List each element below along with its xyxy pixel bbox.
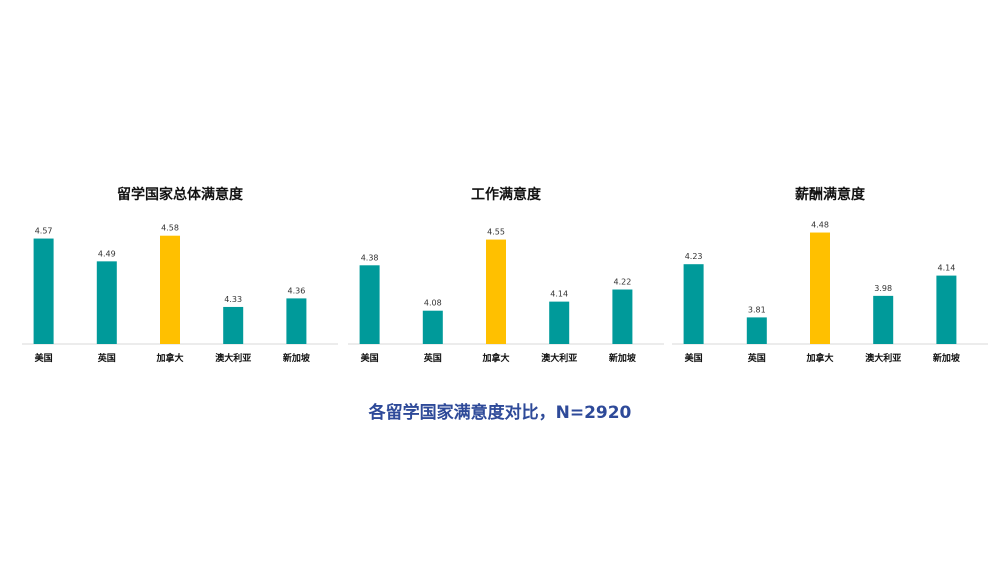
category-label: 美国 — [685, 352, 703, 364]
footer-title: 各留学国家满意度对比，N=2920 — [368, 403, 632, 423]
data-label: 4.14 — [937, 264, 955, 273]
bar — [683, 264, 704, 344]
data-label: 4.33 — [224, 295, 242, 304]
data-label: 3.98 — [874, 284, 892, 293]
category-label: 美国 — [361, 352, 379, 364]
chart-work-satisfaction: 工作满意度 4.38 美国 4.08 英国 4.55 加拿大 4.14 澳大利亚 4.22 新加坡 — [348, 180, 664, 380]
data-label: 4.55 — [487, 228, 505, 237]
data-label: 4.58 — [161, 224, 179, 233]
bar — [746, 317, 767, 344]
data-label: 4.36 — [287, 286, 305, 295]
category-label: 英国 — [423, 352, 442, 364]
data-label: 4.14 — [550, 290, 568, 299]
data-label: 3.81 — [748, 305, 766, 314]
data-label: 4.57 — [35, 227, 53, 236]
data-label: 4.08 — [424, 299, 442, 308]
bar — [486, 239, 506, 344]
category-label: 澳大利亚 — [541, 352, 577, 364]
bar — [810, 232, 830, 344]
category-label: 新加坡 — [283, 352, 311, 364]
chart-title: 留学国家总体满意度 — [117, 187, 243, 203]
category-label: 美国 — [35, 352, 53, 364]
bar — [223, 306, 244, 344]
bar — [96, 261, 117, 344]
category-label: 加拿大 — [805, 352, 833, 364]
bar — [549, 301, 570, 344]
bar — [422, 310, 443, 344]
chart-title: 工作满意度 — [471, 187, 541, 203]
category-label: 加拿大 — [481, 352, 509, 364]
category-label: 英国 — [97, 352, 116, 364]
chart-title: 薪酬满意度 — [795, 187, 865, 203]
bar — [873, 295, 894, 344]
bar — [359, 265, 380, 344]
category-label: 英国 — [747, 352, 766, 364]
data-label: 4.49 — [98, 249, 116, 258]
category-label: 澳大利亚 — [215, 352, 251, 364]
category-label: 新加坡 — [933, 352, 961, 364]
data-label: 4.23 — [685, 252, 703, 261]
chart-plot: 4.23 美国 3.81 英国 4.48 加拿大 3.98 澳大利亚 4.14 新加坡 — [672, 221, 988, 364]
category-label: 新加坡 — [609, 352, 637, 364]
category-label: 澳大利亚 — [865, 352, 901, 364]
bar — [33, 238, 54, 344]
chart-salary-satisfaction: 薪酬满意度 4.23 美国 3.81 英国 4.48 加拿大 3.98 澳大利亚 4.14 新加坡 — [672, 180, 988, 380]
category-label: 加拿大 — [155, 352, 183, 364]
bar — [286, 298, 307, 344]
chart-overall-satisfaction: 留学国家总体满意度 4.57 美国 4.49 英国 4.58 加拿大 4.33 澳大利亚 4.3… — [22, 180, 338, 380]
bar — [160, 235, 180, 344]
bar — [936, 275, 957, 344]
chart-plot: 4.38 美国 4.08 英国 4.55 加拿大 4.14 澳大利亚 4.22 新加坡 — [348, 228, 664, 364]
data-label: 4.22 — [613, 278, 631, 287]
chart-plot: 4.57 美国 4.49 英国 4.58 加拿大 4.33 澳大利亚 4.36 新加坡 — [22, 224, 338, 364]
data-label: 4.38 — [361, 253, 379, 262]
data-label: 4.48 — [811, 221, 829, 230]
bar — [612, 289, 633, 344]
